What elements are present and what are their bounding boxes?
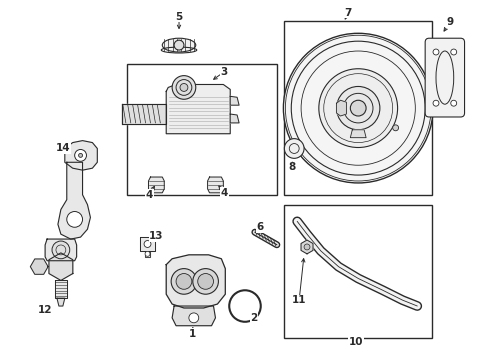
- Text: 4: 4: [220, 188, 227, 198]
- Polygon shape: [45, 239, 77, 261]
- Text: 6: 6: [256, 222, 263, 232]
- Circle shape: [176, 274, 191, 289]
- Text: 9: 9: [446, 18, 452, 27]
- Circle shape: [197, 274, 213, 289]
- Circle shape: [145, 251, 150, 256]
- FancyBboxPatch shape: [424, 38, 464, 117]
- Text: 7: 7: [344, 8, 351, 18]
- Circle shape: [318, 69, 397, 148]
- Polygon shape: [144, 251, 150, 257]
- Text: 2: 2: [250, 313, 257, 323]
- Circle shape: [349, 100, 366, 116]
- Polygon shape: [166, 255, 225, 308]
- Circle shape: [336, 86, 379, 130]
- Text: 14: 14: [56, 144, 70, 153]
- Polygon shape: [172, 306, 215, 326]
- Text: 1: 1: [189, 329, 196, 339]
- Bar: [284, 204, 431, 338]
- Polygon shape: [336, 100, 346, 116]
- Text: 12: 12: [38, 305, 52, 315]
- Text: 3: 3: [220, 67, 227, 77]
- Circle shape: [174, 40, 183, 50]
- Polygon shape: [349, 130, 366, 138]
- Circle shape: [283, 33, 432, 183]
- Polygon shape: [148, 177, 164, 193]
- Text: 10: 10: [348, 337, 363, 347]
- Text: 4: 4: [145, 190, 153, 200]
- Polygon shape: [122, 104, 166, 124]
- Bar: [284, 21, 431, 195]
- Polygon shape: [166, 85, 230, 134]
- Circle shape: [188, 313, 198, 323]
- Bar: [126, 64, 277, 195]
- Circle shape: [144, 240, 151, 247]
- Circle shape: [79, 153, 82, 157]
- Circle shape: [192, 269, 218, 294]
- Ellipse shape: [162, 38, 195, 52]
- Text: 8: 8: [288, 162, 295, 172]
- Text: 13: 13: [149, 231, 163, 241]
- Circle shape: [450, 100, 456, 106]
- Circle shape: [304, 244, 309, 250]
- Circle shape: [171, 269, 196, 294]
- Circle shape: [284, 139, 304, 158]
- Polygon shape: [301, 240, 312, 254]
- Polygon shape: [65, 141, 97, 170]
- Polygon shape: [230, 114, 239, 123]
- Polygon shape: [230, 96, 239, 105]
- Circle shape: [75, 149, 86, 161]
- Circle shape: [432, 100, 438, 106]
- Circle shape: [180, 84, 187, 91]
- Polygon shape: [55, 280, 67, 298]
- Circle shape: [450, 49, 456, 55]
- Text: 5: 5: [175, 12, 183, 22]
- Circle shape: [392, 125, 398, 131]
- Text: 11: 11: [291, 295, 306, 305]
- Circle shape: [52, 241, 70, 259]
- Circle shape: [432, 49, 438, 55]
- Polygon shape: [57, 298, 65, 306]
- Circle shape: [67, 212, 82, 227]
- Polygon shape: [30, 259, 48, 274]
- Polygon shape: [58, 162, 90, 239]
- Circle shape: [172, 76, 195, 99]
- Polygon shape: [140, 237, 155, 251]
- Polygon shape: [49, 253, 73, 280]
- Polygon shape: [207, 177, 223, 193]
